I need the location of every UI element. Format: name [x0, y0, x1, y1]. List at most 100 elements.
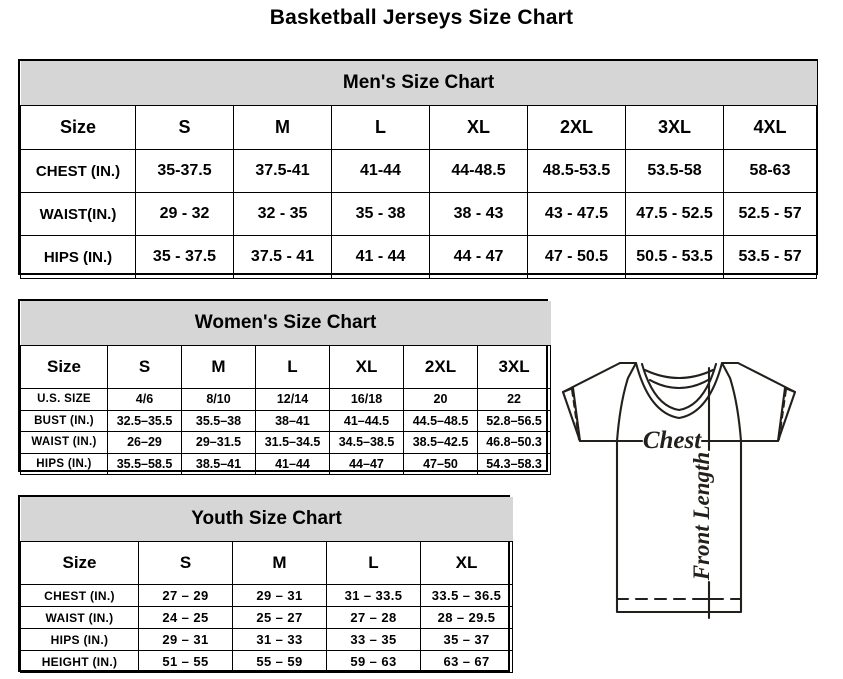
youth-row-label: HEIGHT (IN.): [20, 650, 139, 673]
table-row: BUST (IN.) 32.5–35.5 35.5–38 38–41 41–44…: [20, 409, 552, 432]
youth-cell: 31 – 33.5: [326, 584, 421, 607]
youth-cell: 63 – 67: [419, 650, 514, 673]
womens-cell: 4/6: [107, 388, 182, 411]
table-row: WAIST(IN.) 29 - 32 32 - 35 35 - 38 38 - …: [20, 192, 818, 236]
womens-cell: 35.5–38: [181, 409, 256, 432]
womens-cell: 20: [403, 388, 478, 411]
jersey-outline-svg: Chest Front Length: [561, 361, 797, 620]
womens-cell: 47–50: [403, 452, 478, 475]
womens-cell: 16/18: [329, 388, 404, 411]
table-row: CHEST (IN.) 27 – 29 29 – 31 31 – 33.5 33…: [20, 584, 514, 607]
mens-cell: 35 - 38: [331, 192, 430, 236]
womens-cell: 54.3–58.3: [476, 452, 552, 475]
mens-cell: 37.5 - 41: [233, 235, 332, 279]
youth-row-label: HIPS (IN.): [20, 628, 139, 651]
youth-cell: 59 – 63: [326, 650, 421, 673]
womens-cell: 41–44.5: [329, 409, 404, 432]
mens-cell: 50.5 - 53.5: [625, 235, 724, 279]
youth-cell: 28 – 29.5: [419, 606, 514, 629]
youth-chart-banner: Youth Size Chart: [20, 497, 513, 542]
mens-cell: 44 - 47: [429, 235, 528, 279]
womens-cell: 35.5–58.5: [107, 452, 182, 475]
mens-row-label: CHEST (IN.): [20, 149, 136, 193]
chest-dimension-label: Chest: [643, 427, 702, 454]
mens-row-label: HIPS (IN.): [20, 235, 136, 279]
mens-cell: 38 - 43: [429, 192, 528, 236]
womens-cell: 34.5–38.5: [329, 431, 404, 454]
womens-cell: 32.5–35.5: [107, 409, 182, 432]
mens-cell: 58-63: [722, 149, 818, 193]
mens-cell: 44-48.5: [429, 149, 528, 193]
table-row: HIPS (IN.) 35 - 37.5 37.5 - 41 41 - 44 4…: [20, 235, 818, 279]
table-row: CHEST (IN.) 35-37.5 37.5-41 41-44 44-48.…: [20, 149, 818, 193]
mens-chart-banner: Men's Size Chart: [20, 61, 817, 106]
womens-banner-row: Women's Size Chart: [20, 301, 551, 346]
mens-row-label: WAIST(IN.): [20, 192, 136, 236]
womens-cell: 38.5–41: [181, 452, 256, 475]
youth-cell: 31 – 33: [232, 628, 327, 651]
youth-header-xl: XL: [419, 541, 514, 585]
youth-header-row: Size S M L XL: [20, 541, 514, 585]
mens-cell: 41-44: [331, 149, 430, 193]
mens-size-table: Men's Size Chart Size S M L XL 2XL 3XL 4…: [20, 61, 818, 279]
right-sleeve-cuff: [776, 386, 797, 443]
mens-cell: 35 - 37.5: [135, 235, 234, 279]
neck-rib-inner-2: [643, 368, 715, 380]
womens-cell: 44–47: [329, 452, 404, 475]
womens-row-label: U.S. SIZE: [20, 388, 108, 411]
womens-cell: 12/14: [255, 388, 330, 411]
mens-cell: 48.5-53.5: [527, 149, 626, 193]
youth-cell: 33.5 – 36.5: [419, 584, 514, 607]
womens-header-l: L: [255, 345, 330, 389]
mens-cell: 32 - 35: [233, 192, 332, 236]
womens-chart-banner: Women's Size Chart: [20, 301, 551, 346]
youth-cell: 51 – 55: [138, 650, 233, 673]
youth-cell: 24 – 25: [138, 606, 233, 629]
womens-header-m: M: [181, 345, 256, 389]
youth-cell: 35 – 37: [419, 628, 514, 651]
youth-header-size: Size: [20, 541, 139, 585]
youth-banner-row: Youth Size Chart: [20, 497, 513, 542]
mens-cell: 35-37.5: [135, 149, 234, 193]
shoulder-and-neck-opening: [618, 361, 740, 420]
page-title: Basketball Jerseys Size Chart: [269, 6, 574, 29]
mens-cell: 47 - 50.5: [527, 235, 626, 279]
mens-cell: 41 - 44: [331, 235, 430, 279]
mens-cell: 43 - 47.5: [527, 192, 626, 236]
youth-cell: 25 – 27: [232, 606, 327, 629]
youth-cell: 29 – 31: [232, 584, 327, 607]
mens-header-4xl: 4XL: [722, 105, 818, 150]
womens-cell: 31.5–34.5: [255, 431, 330, 454]
womens-header-s: S: [107, 345, 182, 389]
mens-banner-row: Men's Size Chart: [20, 61, 817, 106]
table-row: WAIST (IN.) 24 – 25 25 – 27 27 – 28 28 –…: [20, 606, 514, 629]
mens-header-s: S: [135, 105, 234, 150]
youth-row-label: WAIST (IN.): [20, 606, 139, 629]
youth-cell: 27 – 29: [138, 584, 233, 607]
womens-cell: 44.5–48.5: [403, 409, 478, 432]
mens-header-m: M: [233, 105, 332, 150]
mens-header-row: Size S M L XL 2XL 3XL 4XL: [20, 105, 818, 150]
mens-size-chart: Men's Size Chart Size S M L XL 2XL 3XL 4…: [18, 59, 818, 279]
womens-row-label: WAIST (IN.): [20, 431, 108, 454]
table-row: HIPS (IN.) 35.5–58.5 38.5–41 41–44 44–47…: [20, 452, 552, 475]
mens-header-3xl: 3XL: [625, 105, 724, 150]
youth-size-table: Youth Size Chart Size S M L XL CHEST (IN…: [20, 497, 514, 673]
womens-cell: 26–29: [107, 431, 182, 454]
womens-cell: 38.5–42.5: [403, 431, 478, 454]
table-row: U.S. SIZE 4/6 8/10 12/14 16/18 20 22: [20, 388, 552, 411]
neck-rib-inner-3: [648, 378, 710, 390]
mens-cell: 52.5 - 57: [722, 192, 818, 236]
youth-cell: 27 – 28: [326, 606, 421, 629]
mens-header-xl: XL: [429, 105, 528, 150]
womens-header-xl: XL: [329, 345, 404, 389]
youth-header-l: L: [326, 541, 421, 585]
womens-cell: 38–41: [255, 409, 330, 432]
mens-header-size: Size: [20, 105, 136, 150]
womens-header-row: Size S M L XL 2XL 3XL: [20, 345, 552, 389]
left-sleeve-cuff: [561, 386, 582, 443]
youth-cell: 55 – 59: [232, 650, 327, 673]
womens-cell: 29–31.5: [181, 431, 256, 454]
youth-size-chart: Youth Size Chart Size S M L XL CHEST (IN…: [18, 495, 514, 673]
womens-cell: 41–44: [255, 452, 330, 475]
